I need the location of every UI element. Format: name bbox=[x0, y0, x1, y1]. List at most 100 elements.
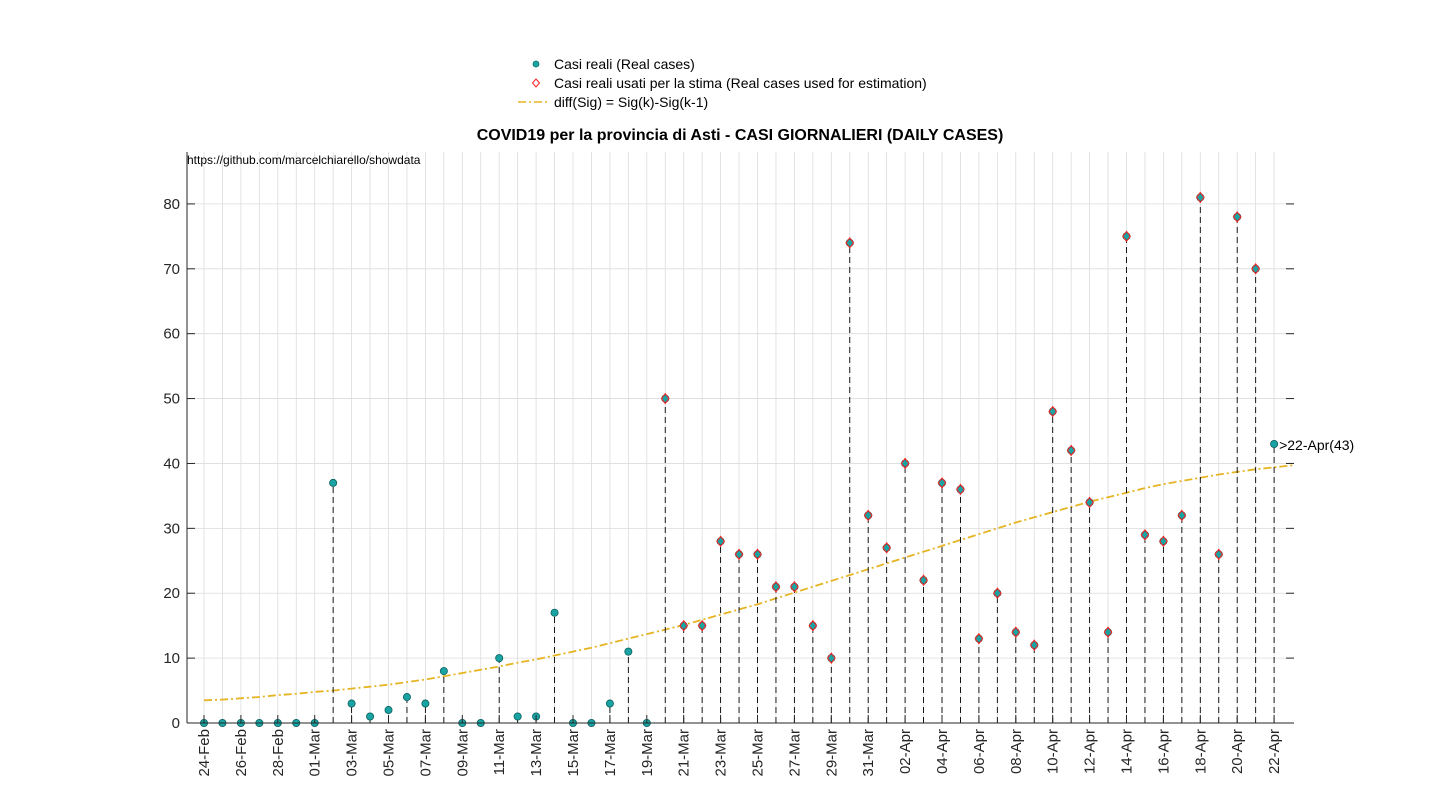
point-real-case bbox=[1030, 641, 1039, 650]
x-tick-label: 20-Apr bbox=[1229, 729, 1246, 774]
x-tick-label: 06-Apr bbox=[971, 729, 988, 774]
y-tick-label: 40 bbox=[163, 455, 180, 472]
point-real-case bbox=[1233, 212, 1242, 221]
point-real-case bbox=[439, 667, 448, 676]
point-used-case bbox=[1159, 535, 1168, 548]
point-used-case bbox=[1140, 528, 1150, 541]
y-tick-label: 50 bbox=[163, 391, 180, 408]
point-used-case bbox=[992, 587, 1002, 600]
y-tick-label: 70 bbox=[163, 261, 180, 278]
tick-labels: 0 10 20 30 40 50 60 70 80 24-Feb 26-Feb 28-Feb 01-Ma… bbox=[163, 196, 1283, 777]
point-used-case bbox=[937, 477, 947, 489]
point-used-case bbox=[974, 632, 984, 645]
point-real-case bbox=[827, 654, 836, 663]
point-used-case bbox=[1251, 262, 1261, 275]
point-used-case bbox=[660, 392, 670, 405]
fit-curve bbox=[203, 464, 1295, 702]
x-tick-label: 05-Mar bbox=[381, 729, 398, 777]
x-tick-label: 17-Mar bbox=[602, 729, 619, 777]
point-used-case bbox=[1048, 405, 1058, 418]
point-real-case bbox=[901, 459, 910, 468]
x-tick-label: 03-Mar bbox=[344, 729, 361, 777]
point-real-case bbox=[919, 576, 928, 585]
x-tick-label: 29-Mar bbox=[823, 729, 840, 777]
point-used-case bbox=[771, 580, 781, 593]
source-note: https://github.com/marcelchiarello/showd… bbox=[187, 153, 421, 167]
x-tick-label: 07-Mar bbox=[417, 729, 434, 777]
point-real-case bbox=[1270, 439, 1279, 448]
point-real-case bbox=[1140, 530, 1149, 539]
plot-area bbox=[187, 152, 1294, 723]
point-real-case bbox=[698, 621, 707, 630]
point-used-case bbox=[1232, 211, 1242, 223]
legend-label-used-cases: Casi reali usati per la stima (Real case… bbox=[554, 75, 927, 91]
x-tick-label: 09-Mar bbox=[454, 729, 471, 777]
x-tick-label: 04-Apr bbox=[934, 729, 951, 774]
point-real-case bbox=[956, 485, 965, 494]
x-tick-label: 23-Mar bbox=[713, 729, 730, 777]
point-used-case bbox=[753, 548, 762, 561]
point-real-case bbox=[495, 654, 504, 663]
point-real-case bbox=[771, 582, 780, 591]
y-tick-label: 0 bbox=[172, 715, 180, 732]
y-tick-label: 80 bbox=[163, 196, 180, 213]
point-real-case bbox=[661, 394, 670, 403]
point-real-case bbox=[974, 634, 983, 643]
point-real-case bbox=[1104, 628, 1113, 637]
y-tick-label: 60 bbox=[163, 326, 180, 343]
x-tick-label: 02-Apr bbox=[897, 729, 914, 774]
x-tick-label: 12-Apr bbox=[1082, 729, 1099, 774]
point-real-case bbox=[1067, 446, 1076, 455]
x-tick-label: 24-Feb bbox=[196, 729, 213, 777]
last-value-annotation: >22-Apr(43) bbox=[1279, 437, 1354, 453]
point-used-case bbox=[845, 237, 855, 249]
legend-label-real-cases: Casi reali (Real cases) bbox=[554, 56, 695, 72]
point-used-case bbox=[826, 652, 836, 664]
point-real-case bbox=[347, 699, 356, 708]
x-tick-label: 13-Mar bbox=[528, 729, 545, 777]
point-used-case bbox=[1029, 639, 1039, 651]
point-used-case bbox=[1214, 548, 1224, 561]
point-real-case bbox=[384, 706, 393, 715]
point-real-case bbox=[1122, 232, 1131, 241]
point-real-case bbox=[1251, 264, 1260, 273]
legend-label-fit: diff(Sig) = Sig(k)-Sig(k-1) bbox=[554, 94, 708, 110]
x-tick-label: 08-Apr bbox=[1008, 729, 1025, 774]
point-used-case bbox=[1066, 444, 1076, 457]
point-used-case bbox=[1085, 496, 1094, 509]
y-tick-label: 20 bbox=[163, 585, 180, 602]
point-used-case bbox=[790, 580, 799, 593]
point-used-case bbox=[863, 509, 873, 522]
point-real-case bbox=[808, 621, 817, 630]
point-real-case bbox=[993, 589, 1002, 598]
point-real-case bbox=[845, 238, 854, 247]
y-tick-label: 10 bbox=[163, 650, 180, 667]
point-used-case bbox=[1011, 626, 1021, 638]
point-real-case bbox=[624, 647, 633, 656]
point-used-case bbox=[716, 535, 725, 548]
point-used-case bbox=[679, 619, 689, 632]
point-real-case bbox=[753, 550, 762, 559]
point-real-case bbox=[1214, 550, 1223, 559]
point-used-case bbox=[808, 619, 818, 632]
point-used-case bbox=[734, 548, 744, 561]
point-real-case bbox=[1085, 498, 1094, 507]
x-tick-label: 18-Apr bbox=[1192, 729, 1209, 774]
y-tick-label: 30 bbox=[163, 520, 180, 537]
x-tick-label: 21-Mar bbox=[676, 729, 693, 777]
point-used-case bbox=[1122, 230, 1131, 243]
point-real-case bbox=[938, 478, 947, 487]
point-real-case bbox=[513, 712, 522, 721]
x-tick-label: 28-Feb bbox=[270, 729, 287, 777]
axes bbox=[186, 152, 1294, 724]
legend: Casi reali (Real cases) Casi reali usati… bbox=[518, 56, 927, 110]
point-used-case bbox=[697, 619, 707, 632]
x-tick-label: 25-Mar bbox=[750, 729, 767, 777]
x-tick-label: 31-Mar bbox=[860, 729, 877, 777]
point-real-case bbox=[735, 550, 744, 559]
x-tick-label: 10-Apr bbox=[1045, 729, 1062, 774]
x-tick-label: 01-Mar bbox=[307, 729, 324, 777]
x-tick-label: 11-Mar bbox=[491, 729, 508, 775]
point-used-case bbox=[882, 541, 892, 554]
